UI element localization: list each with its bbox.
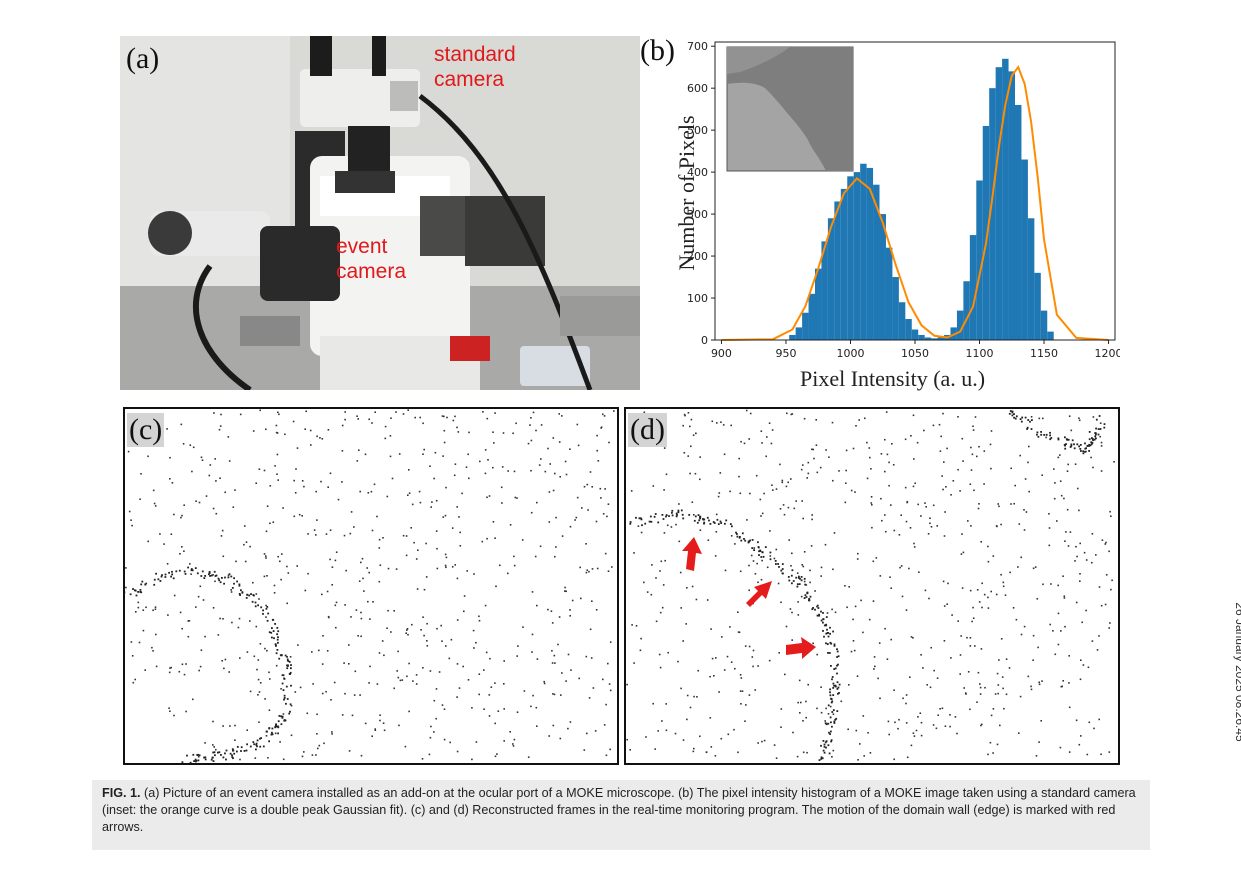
histogram-bar	[802, 312, 809, 340]
standard-camera-label-line1: standard	[434, 43, 516, 66]
histogram-bar	[834, 201, 841, 340]
histogram-bar	[969, 235, 977, 340]
red-arrow-3	[786, 637, 816, 659]
moke-inset-image	[726, 46, 854, 172]
caption-text: (a) Picture of an event camera installed…	[102, 786, 1136, 834]
histogram-bar	[924, 337, 932, 340]
histogram-bar	[815, 268, 822, 340]
red-arrow-2	[746, 581, 772, 607]
standard-camera-label-line2: camera	[434, 68, 505, 91]
y-tick-label: 0	[701, 334, 708, 347]
microscope-photo: (a) standard camera event camera	[120, 36, 640, 390]
histogram-bar	[808, 293, 815, 340]
red-arrow-1	[682, 537, 702, 571]
histogram-bar	[911, 329, 919, 340]
histogram-bar	[873, 184, 880, 340]
domain-wall-arrows	[682, 537, 816, 659]
histogram-bar	[963, 281, 970, 340]
histogram-bar	[956, 310, 964, 340]
x-tick-label: 1200	[1095, 347, 1120, 360]
x-ticks: 900 950 1000 1050 1100 1150 1200	[711, 340, 1120, 360]
gaussian-fit-curve	[721, 65, 1109, 341]
histogram-bar	[1015, 104, 1022, 340]
standard-camera-label: standard camera	[434, 42, 516, 92]
histogram-bar	[918, 334, 925, 340]
y-tick-label: 700	[687, 40, 708, 53]
x-tick-label: 900	[711, 347, 732, 360]
histogram-bar	[885, 247, 893, 340]
histogram-bar	[840, 188, 848, 340]
event-camera-label-line2: camera	[336, 260, 407, 283]
event-pixels	[626, 409, 1115, 761]
histogram-bar	[1021, 159, 1028, 340]
histogram-bar	[1047, 331, 1054, 340]
y-tick-label: 400	[687, 166, 708, 179]
histogram-chart: 900 950 1000 1050 1100 1150 1200 0 100 200 300 400…	[687, 40, 1120, 360]
event-pixels	[125, 409, 615, 763]
microscope-illustration	[120, 36, 640, 390]
histogram-bar	[879, 214, 886, 340]
histogram-bar	[931, 338, 938, 340]
y-tick-label: 500	[687, 124, 708, 137]
histogram-bar	[982, 125, 990, 340]
x-tick-label: 1150	[1030, 347, 1058, 360]
histogram-bar	[847, 176, 854, 340]
event-dots-c	[125, 409, 615, 763]
histogram-bar	[905, 319, 912, 340]
panel-c-label: (c)	[127, 413, 165, 447]
y-tick-label: 100	[687, 292, 708, 305]
histogram-panel: (b) Number of Pixels Pixel Intensity (a.…	[640, 30, 1120, 400]
side-timestamp: 26 January 2025 08:26:45	[1233, 602, 1241, 742]
histogram-bar	[995, 67, 1003, 340]
y-tick-label: 600	[687, 82, 708, 95]
histogram-bar	[789, 334, 796, 340]
histogram-bar	[821, 241, 828, 340]
y-ticks: 0 100 200 300 400 500 600 700	[687, 40, 715, 347]
x-tick-label: 1050	[901, 347, 929, 360]
panel-a-label: (a)	[126, 42, 160, 75]
event-dots-d	[626, 409, 1115, 761]
event-camera-label-line1: event	[336, 235, 388, 258]
panel-d-label: (d)	[628, 413, 667, 447]
histogram-bar	[1002, 58, 1009, 341]
reconstructed-frame-d: (d)	[624, 407, 1120, 765]
histogram-bar	[860, 163, 867, 340]
panel-b-label: (b)	[640, 34, 675, 67]
histogram-bar	[1027, 218, 1035, 340]
histogram-bar	[937, 337, 945, 340]
histogram-bar	[827, 218, 835, 340]
histogram-bar	[866, 167, 874, 340]
x-tick-label: 950	[775, 347, 796, 360]
figure-caption: FIG. 1. (a) Picture of an event camera i…	[92, 780, 1150, 850]
histogram-bar	[1040, 310, 1048, 340]
histogram-bar	[1008, 71, 1015, 340]
histogram-bar	[892, 277, 899, 340]
event-camera-label: event camera	[336, 234, 406, 284]
y-tick-label: 300	[687, 208, 708, 221]
x-tick-label: 1000	[836, 347, 864, 360]
caption-fig-label: FIG. 1.	[102, 786, 141, 800]
histogram-bar	[1034, 272, 1041, 340]
y-tick-label: 200	[687, 250, 708, 263]
histogram-bar	[795, 327, 803, 340]
x-axis-label: Pixel Intensity (a. u.)	[800, 366, 986, 391]
histogram-bar	[853, 172, 861, 340]
histogram-bar	[989, 88, 996, 341]
histogram-bar	[898, 302, 906, 340]
histogram-bar	[976, 180, 983, 340]
x-tick-label: 1100	[966, 347, 994, 360]
reconstructed-frame-c: (c)	[123, 407, 619, 765]
